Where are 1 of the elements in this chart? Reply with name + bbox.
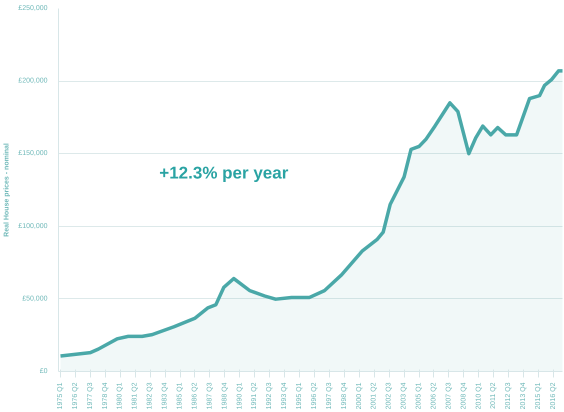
annotation: +12.3% per year xyxy=(159,164,289,183)
